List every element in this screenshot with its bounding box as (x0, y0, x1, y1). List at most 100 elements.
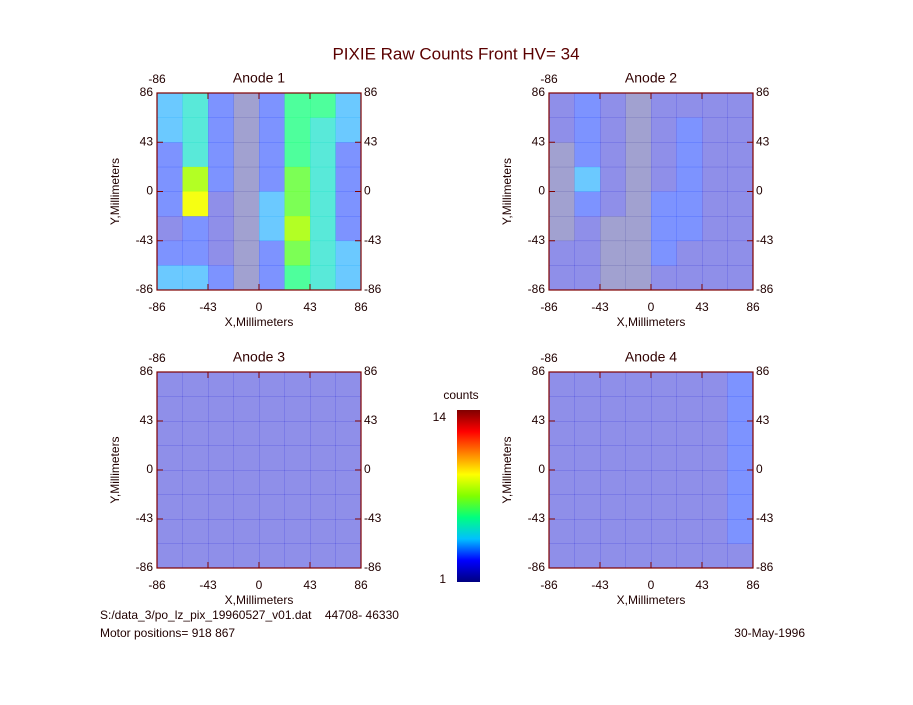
heatmap-cell (157, 166, 183, 192)
heatmap-cell (600, 93, 626, 118)
heatmap-cell (676, 166, 703, 192)
heatmap-cell (600, 519, 626, 544)
heatmap-cell (259, 396, 285, 422)
x-tick-label: -43 (199, 578, 217, 592)
x-tick-label: -43 (591, 300, 609, 314)
heatmap-cell (549, 216, 575, 242)
y2-tick-label: 86 (364, 364, 378, 378)
heatmap-cell (208, 470, 234, 495)
heatmap-cell (233, 494, 260, 520)
heatmap-cell (727, 166, 754, 192)
heatmap-cell (625, 519, 652, 544)
heatmap-cell (157, 494, 183, 520)
heatmap-cell (702, 519, 728, 544)
colorbar-label: counts (443, 388, 478, 402)
heatmap-cell (335, 240, 362, 266)
x-tick-label: -86 (148, 578, 166, 592)
panel-title: Anode 2 (625, 70, 677, 86)
heatmap-cell (651, 372, 677, 397)
heatmap-cell (625, 265, 652, 291)
heatmap-cell (259, 372, 285, 397)
heatmap-cell (600, 117, 626, 143)
heatmap-cell (157, 543, 183, 569)
x-axis-label: X,Millimeters (617, 315, 686, 329)
heatmap-cell (284, 191, 311, 217)
heatmap-cell (310, 396, 336, 422)
heatmap-cell (574, 372, 601, 397)
heatmap-cell (702, 494, 728, 520)
heatmap-cell (335, 494, 362, 520)
heatmap-cell (259, 421, 285, 446)
heatmap-cell (284, 445, 311, 471)
heatmap-cell (284, 494, 311, 520)
heatmap-cell (549, 543, 575, 569)
heatmap-cell (208, 142, 234, 168)
heatmap-cell (727, 142, 754, 168)
heatmap-cell (676, 240, 703, 266)
y-axis-label: Y,Millimeters (108, 436, 122, 503)
heatmap-cell (284, 117, 311, 143)
heatmap-cell (182, 494, 209, 520)
heatmap-cell (574, 396, 601, 422)
y2-tick-label: 86 (756, 364, 770, 378)
heatmap-cell (335, 142, 362, 168)
heatmap-cell (182, 470, 209, 495)
y-tick-label: 86 (140, 85, 154, 99)
date: 30-May-1996 (734, 626, 805, 640)
heatmap-cell (702, 166, 728, 192)
heatmap-cell (233, 265, 260, 291)
heatmap-cell (727, 240, 754, 266)
heatmap-cell (157, 470, 183, 495)
heatmap-cell (702, 421, 728, 446)
heatmap-cell (259, 93, 285, 118)
heatmap-cell (284, 421, 311, 446)
heatmap-cell (549, 372, 575, 397)
heatmap-cell (208, 396, 234, 422)
heatmap-cell (676, 216, 703, 242)
heatmap-cell (157, 519, 183, 544)
y-tick-label: -86 (528, 282, 546, 296)
heatmap-cell (259, 142, 285, 168)
heatmap-cell (574, 265, 601, 291)
heatmap-cell (549, 445, 575, 471)
heatmap-cell (600, 216, 626, 242)
heatmap-cell (208, 117, 234, 143)
heatmap-cell (208, 372, 234, 397)
x-tick-label: 86 (354, 300, 368, 314)
top-tick-label: -86 (148, 72, 166, 86)
y-tick-label: -43 (528, 233, 546, 247)
heatmap-cell (310, 117, 336, 143)
heatmap-cell (625, 445, 652, 471)
y-tick-label: 43 (140, 413, 154, 427)
heatmap-cell (310, 372, 336, 397)
heatmap-cell (182, 445, 209, 471)
x-tick-label: -86 (540, 300, 558, 314)
heatmap-cell (284, 240, 311, 266)
x-tick-label: 0 (648, 300, 655, 314)
heatmap-cell (284, 265, 311, 291)
heatmap-cell (182, 216, 209, 242)
y-axis-label: Y,Millimeters (500, 158, 514, 225)
heatmap-cell (600, 494, 626, 520)
heatmap-cell (182, 142, 209, 168)
heatmap-cell (335, 372, 362, 397)
heatmap-cell (208, 494, 234, 520)
heatmap-cell (335, 166, 362, 192)
heatmap-cell (600, 265, 626, 291)
heatmap-cell (574, 117, 601, 143)
y2-tick-label: -86 (364, 282, 382, 296)
heatmap-cell (233, 421, 260, 446)
heatmap-cell (549, 240, 575, 266)
heatmap-cell (233, 93, 260, 118)
heatmap-cell (208, 445, 234, 471)
heatmap-cell (310, 445, 336, 471)
heatmap-cell (157, 93, 183, 118)
heatmap-cell (335, 519, 362, 544)
x-tick-label: 43 (303, 300, 317, 314)
heatmap-cell (625, 494, 652, 520)
panel-title: Anode 1 (233, 70, 285, 86)
heatmap-cell (549, 494, 575, 520)
heatmap-cell (702, 93, 728, 118)
heatmap-cell (625, 93, 652, 118)
y-tick-label: 43 (532, 413, 546, 427)
